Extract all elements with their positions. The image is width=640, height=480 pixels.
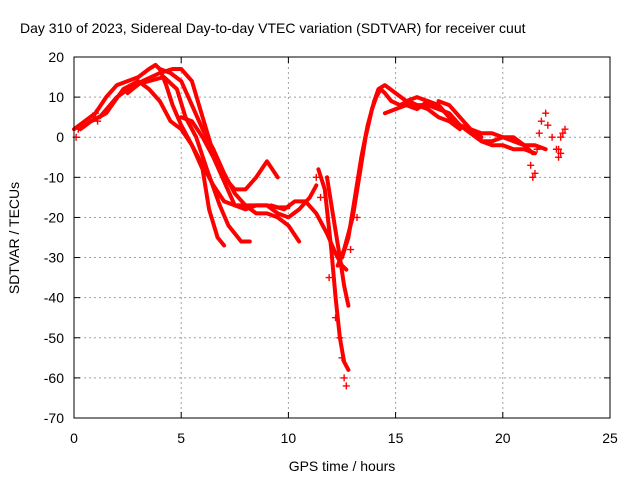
y-tick-label: -20: [44, 209, 64, 225]
data-point: [317, 193, 325, 201]
data-point: [548, 133, 556, 141]
series-track-15: [436, 99, 535, 156]
data-point: [332, 314, 340, 322]
y-tick-label: 10: [48, 89, 64, 105]
data-point: [527, 161, 535, 169]
data-point: [336, 334, 344, 342]
grid-lines: [74, 57, 610, 418]
data-point: [557, 149, 565, 157]
x-tick-label: 0: [70, 430, 78, 446]
data-point: [94, 117, 102, 125]
data-point: [555, 145, 563, 153]
data-point: [347, 246, 355, 254]
x-tick-label: 20: [495, 430, 511, 446]
y-tick-label: 0: [56, 129, 64, 145]
x-tick-labels: 0 5 10 15 20 25: [70, 430, 618, 446]
data-point: [557, 133, 565, 141]
data-point: [74, 125, 82, 133]
y-tick-label: -60: [44, 370, 64, 386]
data-point: [79, 121, 87, 129]
y-tick-labels: -70 -60 -50 -40 -30 -20 -10 0 10 20: [44, 49, 64, 426]
y-tick-label: -10: [44, 169, 64, 185]
data-point: [325, 274, 333, 282]
series-track-6: [157, 67, 302, 244]
y-axis-title: SDTVAR / TECUs: [6, 182, 22, 294]
data-point: [561, 125, 569, 133]
series-track-1: [72, 63, 158, 132]
y-tick-label: -50: [44, 330, 64, 346]
chart-title: Day 310 of 2023, Sidereal Day-to-day VTE…: [20, 20, 526, 36]
x-tick-label: 5: [177, 430, 185, 446]
data-point: [340, 374, 348, 382]
x-axis-title: GPS time / hours: [289, 458, 396, 474]
data-point: [531, 169, 539, 177]
data-point: [91, 109, 99, 117]
data-point: [312, 173, 320, 181]
plot-frame: [73, 56, 611, 419]
data-point: [529, 173, 537, 181]
y-tick-label: -30: [44, 250, 64, 266]
data-point: [338, 354, 346, 362]
x-tick-label: 15: [388, 430, 404, 446]
x-tick-label: 10: [281, 430, 297, 446]
data-point: [559, 129, 567, 137]
data-point: [542, 109, 550, 117]
data-point: [533, 145, 541, 153]
data-point: [555, 153, 563, 161]
series-track-7: [179, 115, 319, 220]
series-group: [72, 63, 548, 372]
series-track-9: [316, 167, 351, 372]
data-point: [535, 129, 543, 137]
x-tick-label: 25: [602, 430, 618, 446]
y-tick-label: -40: [44, 290, 64, 306]
y-tick-label: 20: [48, 49, 64, 65]
data-point: [353, 213, 361, 221]
data-point: [342, 382, 350, 390]
data-point: [537, 117, 545, 125]
data-point: [544, 121, 552, 129]
scatter-group: [72, 109, 569, 390]
series-track-12: [340, 83, 462, 260]
data-point: [89, 113, 97, 121]
y-tick-label: -70: [44, 410, 64, 426]
